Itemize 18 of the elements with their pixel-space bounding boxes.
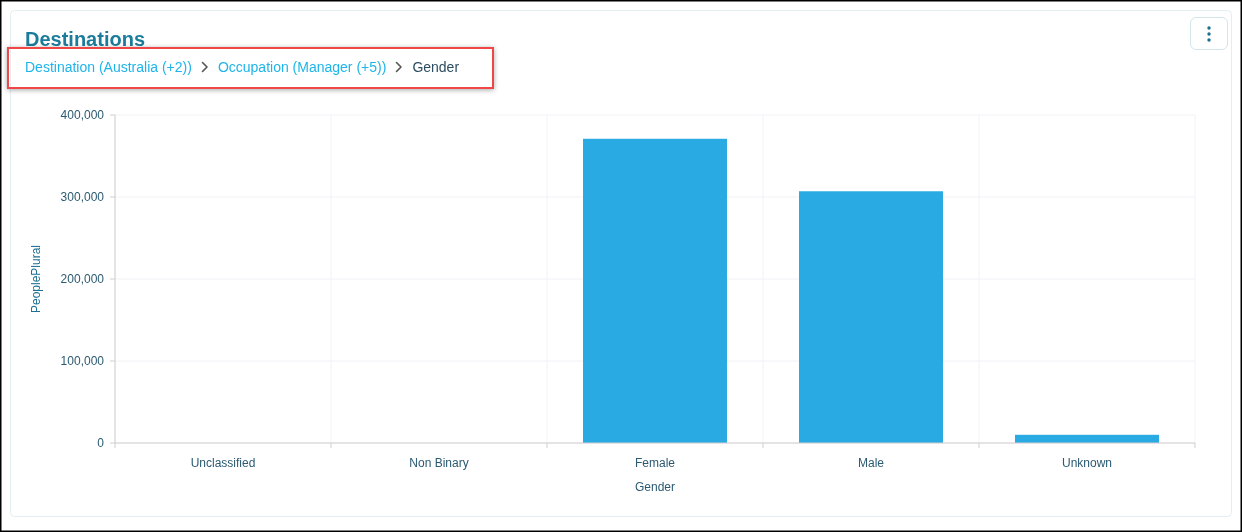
bar (583, 138, 727, 443)
x-tick-label: Female (634, 456, 676, 470)
y-tick-label: 200,000 (60, 272, 105, 287)
y-tick-label: 400,000 (60, 108, 105, 123)
text: Destination (Australia (+2)) (25, 58, 192, 76)
text: Gender (412, 58, 460, 76)
y-tick-label: 300,000 (60, 190, 105, 205)
x-tick-label: Non Binary (409, 456, 469, 470)
y-axis-title: PeoplePlural (29, 244, 43, 314)
y-tick-label: 100,000 (60, 354, 105, 369)
chart-title: Destinations (25, 28, 146, 50)
x-tick-label: Unclassified (190, 456, 256, 470)
y-tick-label: 0 (97, 436, 105, 451)
bar (799, 191, 943, 443)
x-axis-title: Gender (634, 480, 676, 494)
x-tick-label: Male (857, 456, 885, 470)
text: Occupation (Manager (+5)) (217, 58, 387, 76)
x-tick-label: Unknown (1061, 456, 1113, 470)
